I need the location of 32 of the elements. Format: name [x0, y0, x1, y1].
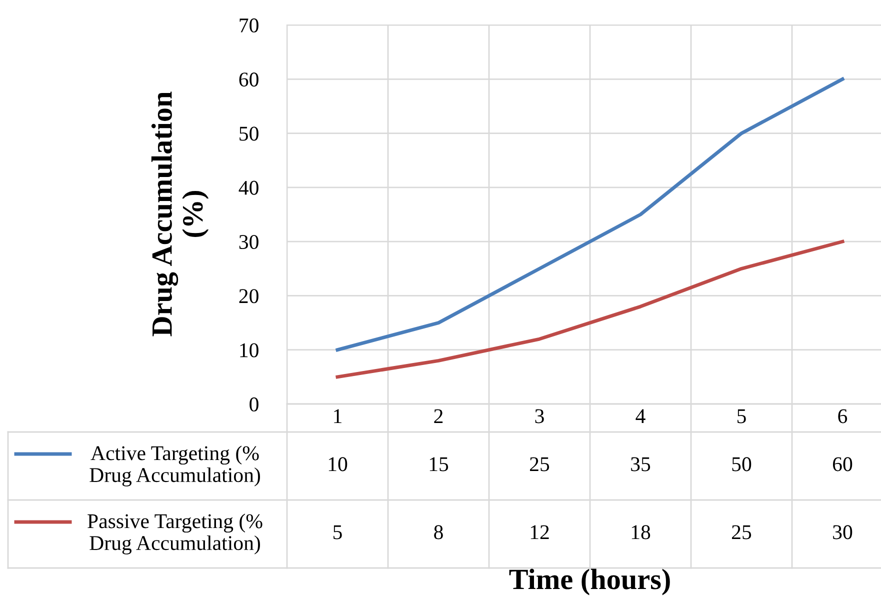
y-tick-label: 70 [240, 18, 258, 32]
data-label: 25 [530, 457, 550, 472]
y-tick-label: 0 [250, 397, 258, 412]
x-tick-label: 3 [535, 409, 544, 424]
y-tick-label: 10 [240, 343, 258, 358]
y-tick-label: 60 [239, 72, 258, 87]
x-tick-label: 5 [738, 409, 746, 424]
x-tick-label: 1 [334, 409, 342, 424]
data-label: 10 [328, 457, 348, 472]
x-tick-label: 4 [636, 409, 646, 424]
x-tick-label: 2 [434, 409, 443, 424]
data-label: 30 [833, 525, 852, 540]
data-label: 12 [530, 525, 549, 540]
y-tick-label: 20 [239, 289, 258, 304]
data-label: 60 [832, 457, 852, 472]
data-label: 25 [732, 525, 752, 540]
line-series [336, 77, 844, 352]
line-series [336, 240, 844, 379]
legend-label: Passive Targeting (% Drug Accumulation) [88, 514, 262, 554]
y-tick-label: 30 [239, 234, 258, 250]
data-label: 35 [631, 457, 650, 472]
legend-label: Active Targeting (% Drug Accumulation) [90, 446, 260, 486]
data-label: 18 [632, 525, 650, 540]
y-tick-label: 40 [238, 180, 258, 195]
data-label: 5 [334, 525, 342, 540]
data-label: 8 [434, 525, 443, 540]
y-axis-title: Drug Accumulation (%) [151, 92, 209, 336]
x-tick-label: 6 [838, 409, 848, 424]
data-label: 15 [430, 457, 448, 472]
x-axis-title: Time (hours) [509, 568, 670, 596]
y-tick-label: 50 [240, 126, 258, 141]
data-label: 50 [732, 457, 752, 472]
